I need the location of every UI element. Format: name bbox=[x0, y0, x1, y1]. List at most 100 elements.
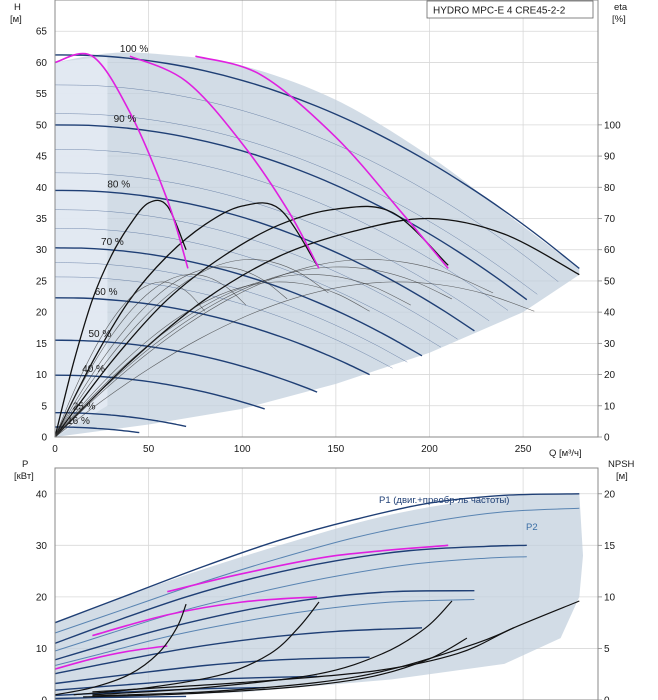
speed-curve bbox=[54, 124, 528, 301]
h-axis-label: H [м] bbox=[10, 2, 22, 25]
speed-curve-minor bbox=[54, 228, 442, 348]
magenta-curve bbox=[195, 55, 449, 269]
p-tick-label: 10 bbox=[36, 644, 48, 655]
efficiency-curve-minor bbox=[54, 274, 411, 438]
power-magenta-curve bbox=[167, 544, 449, 593]
head-curves bbox=[54, 52, 580, 438]
h-tick-label: 55 bbox=[36, 89, 48, 100]
h-tick-label: 0 bbox=[41, 433, 47, 444]
efficiency-curve-minor bbox=[54, 259, 494, 438]
h-tick-label: 5 bbox=[41, 401, 47, 412]
eta-tick-label: 0 bbox=[604, 433, 610, 444]
speed-curve-minor bbox=[54, 84, 559, 282]
npsh-tick-label: 15 bbox=[604, 541, 616, 552]
title-box bbox=[426, 0, 594, 19]
speed-label: 80 % bbox=[107, 179, 130, 190]
power-magenta-curve bbox=[54, 645, 168, 670]
eta-tick-label: 100 bbox=[604, 120, 621, 131]
efficiency-curve-minor bbox=[54, 266, 288, 438]
speed-label: 50 % bbox=[88, 329, 111, 340]
speed-curve bbox=[54, 374, 265, 410]
speed-label: 90 % bbox=[114, 114, 137, 125]
efficiency-curve bbox=[54, 199, 187, 438]
h-tick-label: 45 bbox=[36, 152, 48, 163]
npsh-axis-label: NPSH [м] bbox=[608, 459, 635, 482]
speed-curve bbox=[54, 189, 475, 332]
p2-curve bbox=[54, 599, 475, 666]
h-tick-label: 50 bbox=[36, 120, 48, 131]
head-ticks: 0 50 100 150 200 2500510152025303540455055606… bbox=[36, 27, 621, 455]
h-tick-label: 20 bbox=[36, 308, 48, 319]
p1-series-label: P1 (двиг.+преобр-ль частоты) bbox=[379, 495, 509, 506]
eta-tick-label: 50 bbox=[604, 276, 616, 287]
head-envelope-wedge bbox=[55, 56, 108, 437]
p1-curve bbox=[54, 656, 370, 685]
h-tick-label: 65 bbox=[36, 27, 48, 38]
npsh-curve bbox=[92, 627, 514, 697]
head-efficiency-panel: 0 50 100 150 200 2500510152025303540455055606… bbox=[10, 0, 628, 459]
power-ticks: 0 10 20 30 40 0 5 10 15 20 bbox=[36, 489, 616, 700]
efficiency-curve-minor bbox=[54, 274, 247, 438]
speed-label: 70 % bbox=[101, 237, 124, 248]
speed-curve-minor bbox=[54, 172, 490, 322]
speed-label: 60 % bbox=[95, 287, 118, 298]
eta-tick-label: 10 bbox=[604, 401, 616, 412]
speed-curve-minor bbox=[54, 262, 408, 363]
npsh-curve bbox=[92, 600, 580, 693]
p-tick-label: 20 bbox=[36, 592, 48, 603]
npsh-curve bbox=[54, 603, 187, 696]
npsh-tick-label: 5 bbox=[604, 644, 610, 655]
h-tick-label: 15 bbox=[36, 339, 48, 350]
p2-curve bbox=[54, 507, 580, 634]
speed-curve-minor bbox=[54, 149, 509, 311]
p-tick-label: 0 bbox=[41, 696, 47, 700]
h-tick-label: 35 bbox=[36, 214, 48, 225]
eta-tick-label: 40 bbox=[604, 308, 616, 319]
eta-tick-label: 80 bbox=[604, 183, 616, 194]
power-envelope-area bbox=[55, 493, 583, 700]
npsh-tick-label: 10 bbox=[604, 592, 616, 603]
npsh-curve bbox=[92, 600, 453, 696]
p1-curve bbox=[54, 627, 423, 675]
efficiency-curve bbox=[54, 217, 580, 438]
eta-tick-label: 60 bbox=[604, 245, 616, 256]
h-tick-label: 30 bbox=[36, 245, 48, 256]
magenta-curve bbox=[54, 52, 189, 269]
p1-curve bbox=[54, 695, 187, 700]
eta-tick-label: 30 bbox=[604, 339, 616, 350]
power-envelope bbox=[55, 493, 583, 700]
p1-curve bbox=[54, 493, 580, 624]
eta-tick-label: 90 bbox=[604, 152, 616, 163]
h-tick-label: 10 bbox=[36, 370, 48, 381]
speed-label: 40 % bbox=[82, 364, 105, 375]
magenta-curve bbox=[129, 55, 320, 269]
chart-title: HYDRO MPC-E 4 CRE45-2-2 bbox=[433, 6, 566, 17]
power-magenta-curve bbox=[92, 596, 318, 637]
eta-tick-label: 70 bbox=[604, 214, 616, 225]
efficiency-curve-minor bbox=[54, 281, 370, 438]
h-tick-label: 60 bbox=[36, 58, 48, 69]
speed-curve bbox=[54, 297, 370, 376]
efficiency-curve-minor bbox=[54, 281, 535, 438]
npsh-tick-label: 0 bbox=[604, 696, 610, 700]
q-tick-label: 100 bbox=[234, 444, 251, 455]
power-npsh-panel: 0 10 20 30 40 0 5 10 15 20 P[кВт] NPSH[м] P1 (дви… bbox=[14, 459, 635, 700]
efficiency-curve-minor bbox=[54, 259, 329, 438]
p1-curve bbox=[54, 544, 527, 644]
speed-curve-minor bbox=[54, 209, 458, 340]
speed-label: 25 % bbox=[73, 402, 96, 413]
h-tick-label: 40 bbox=[36, 183, 48, 194]
p-tick-label: 30 bbox=[36, 541, 48, 552]
q-axis-label: Q [м³/ч] bbox=[549, 448, 582, 459]
q-tick-label: 150 bbox=[328, 444, 345, 455]
q-tick-label: 200 bbox=[421, 444, 438, 455]
power-plot-frame bbox=[54, 467, 599, 700]
p2-series-label: P2 bbox=[526, 522, 538, 533]
eta-tick-label: 20 bbox=[604, 370, 616, 381]
p-axis-label: P [кВт] bbox=[14, 459, 34, 482]
npsh-tick-label: 20 bbox=[604, 489, 616, 500]
p-tick-label: 40 bbox=[36, 489, 48, 500]
p2-curve bbox=[54, 556, 527, 652]
efficiency-curve-minor bbox=[54, 266, 453, 438]
